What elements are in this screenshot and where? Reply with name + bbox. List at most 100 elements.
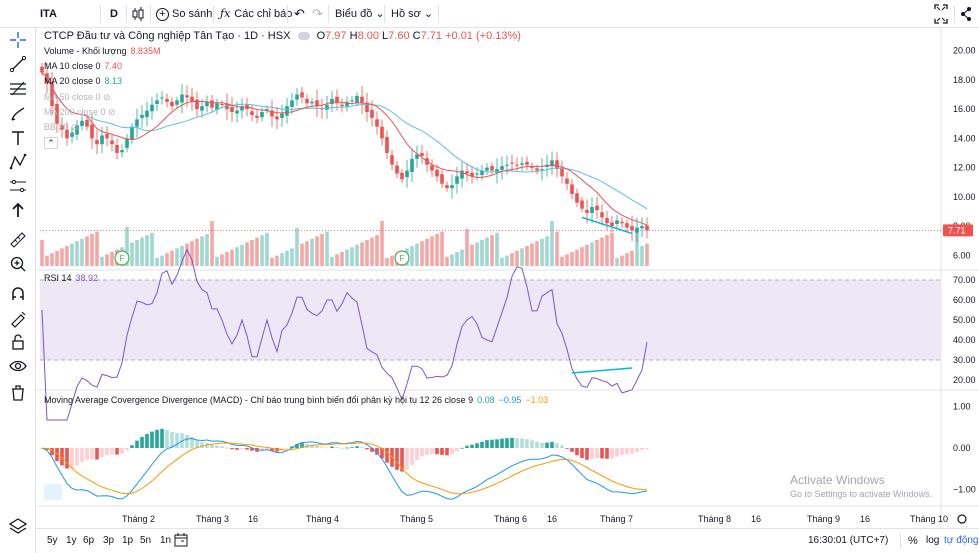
volume-bar [270, 258, 274, 266]
candle-body [450, 185, 454, 189]
interval-button[interactable]: D [110, 8, 118, 20]
volume-bar [540, 238, 544, 266]
candles-icon[interactable] [131, 0, 145, 28]
chart-canvas[interactable]: FF 20.0018.0016.0014.0012.0010.008.006.0… [36, 28, 979, 528]
trash-icon[interactable] [8, 383, 28, 403]
magnet-icon[interactable] [8, 284, 28, 304]
volume-bar [435, 234, 439, 266]
share-icon[interactable] [960, 0, 972, 28]
volume-bar [505, 255, 509, 266]
macd-histogram-bar [545, 442, 549, 448]
percent-toggle[interactable]: % [908, 535, 918, 547]
macd-histogram-bar [290, 446, 294, 448]
candle-body [515, 164, 519, 166]
lock-icon[interactable] [8, 332, 28, 352]
zoom-in-icon[interactable] [8, 254, 28, 274]
separator [150, 5, 151, 23]
macd-histogram-bar [105, 448, 109, 456]
volume-bar [645, 243, 649, 266]
candle-body [250, 111, 254, 115]
eye-off-icon[interactable]: ⊘ [71, 122, 79, 132]
ma20-legend[interactable]: MA 20 close 0 8.13 [44, 76, 123, 86]
macd-histogram-bar [505, 438, 509, 448]
undo-icon[interactable]: ↶ [294, 6, 305, 21]
stay-in-draw-icon[interactable] [8, 308, 28, 328]
candle-body [305, 98, 309, 104]
brush-icon[interactable] [8, 104, 28, 124]
time-tick-label: 16 [547, 514, 557, 524]
macd-histogram-bar [325, 447, 329, 449]
rsi-legend[interactable]: RSI 14 38.92 [44, 273, 99, 283]
volume-bar [230, 249, 234, 266]
ma200-legend[interactable]: MA 200 close 0 ⊘ [44, 107, 116, 117]
volume-bar [195, 238, 199, 266]
range-button-1n[interactable]: 1n [160, 535, 172, 546]
redo-icon[interactable]: ↷ [312, 6, 323, 21]
macd-histogram-bar [140, 436, 144, 448]
ruler-icon[interactable] [8, 230, 28, 250]
settings-dot-icon[interactable] [297, 32, 310, 41]
ma50-legend[interactable]: MA 50 close 0 ⊘ [44, 92, 111, 102]
eye-icon[interactable] [8, 356, 28, 376]
range-button-5n[interactable]: 5n [140, 535, 152, 546]
volume-bar [425, 238, 429, 266]
ma10-legend[interactable]: MA 10 close 0 7.40 [44, 61, 123, 71]
range-button-1p[interactable]: 1p [122, 535, 134, 546]
profile-menu[interactable]: Hồ sơ ⌄ [391, 8, 434, 20]
auto-toggle[interactable]: tự động [944, 535, 979, 546]
volume-bar [95, 231, 99, 266]
log-toggle[interactable]: log [926, 535, 940, 546]
trend-line-icon[interactable] [8, 54, 28, 74]
volume-bar [250, 240, 254, 266]
eye-off-icon[interactable]: ⊘ [108, 107, 116, 117]
bb-legend[interactable]: BB 20 ⊘ [44, 122, 79, 132]
pattern-icon[interactable] [8, 152, 28, 172]
macd-histogram-bar [65, 448, 69, 469]
range-button-5y[interactable]: 5y [47, 535, 58, 546]
layers-icon[interactable] [8, 516, 28, 536]
eye-off-icon[interactable]: ⊘ [103, 92, 111, 102]
collapse-legend-icon[interactable]: ⌃ [44, 137, 58, 149]
candle-body [155, 100, 159, 105]
rsi-tick-label: 60.00 [953, 295, 976, 305]
prediction-icon[interactable] [8, 176, 28, 196]
candle-body [400, 172, 404, 180]
range-button-1y[interactable]: 1y [66, 535, 77, 546]
candle-body [80, 120, 84, 126]
macd-tick-label: −1.00 [953, 484, 976, 494]
macd-histogram-bar [220, 446, 224, 448]
price-tick-label: 16.00 [953, 104, 976, 114]
fullscreen-icon[interactable] [934, 0, 948, 28]
text-icon[interactable] [8, 128, 28, 148]
volume-legend[interactable]: Volume - Khối lượng 8.835M [44, 46, 161, 56]
arrow-up-icon[interactable] [8, 200, 28, 220]
compare-button[interactable]: + So sánh [156, 0, 212, 28]
fib-tool-icon[interactable] [8, 78, 28, 98]
candle-body [40, 66, 44, 73]
indicators-button[interactable]: ƒx Các chỉ báo [220, 7, 293, 20]
range-button-3p[interactable]: 3p [103, 535, 115, 546]
macd-legend[interactable]: Moving Average Covergence Divergence (MA… [44, 395, 549, 405]
macd-histogram-bar [275, 448, 279, 452]
crosshair-icon[interactable] [8, 30, 28, 50]
volume-bar [215, 256, 219, 266]
date-range-icon[interactable] [174, 529, 188, 553]
volume-bar [455, 252, 459, 266]
volume-bar [350, 247, 354, 266]
chart-type-menu[interactable]: Biểu đồ ⌄ [335, 8, 385, 20]
volume-bar [575, 249, 579, 266]
macd-histogram-bar [360, 447, 364, 448]
symbol-search[interactable]: ITA [40, 0, 100, 28]
time-tick-label: Tháng 6 [494, 514, 527, 524]
candle-body [470, 172, 474, 177]
volume-bar [235, 247, 239, 266]
time-display[interactable]: 16:30:01 (UTC+7) [808, 535, 889, 546]
macd-histogram-bar [515, 438, 519, 448]
macd-histogram-bar [60, 448, 64, 466]
candle-body [105, 133, 109, 139]
macd-histogram-bar [90, 448, 94, 460]
range-button-6p[interactable]: 6p [83, 535, 95, 546]
macd-histogram-bar [185, 434, 189, 448]
candle-body [485, 167, 489, 171]
grid [36, 28, 979, 528]
